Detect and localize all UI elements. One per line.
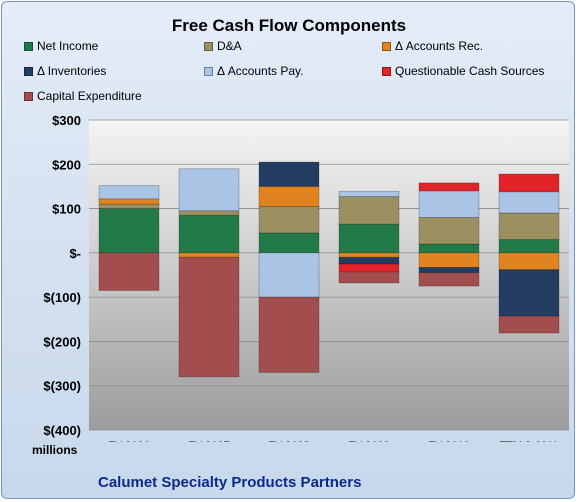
bar-segment-capital-expenditure	[338, 271, 400, 284]
bar-segment-d-a	[418, 217, 480, 245]
legend-swatch	[204, 41, 213, 51]
bar-segment-inventories	[498, 269, 560, 317]
legend-item-net-income: Net Income	[24, 39, 98, 53]
bar-segment-capital-expenditure	[178, 256, 240, 378]
legend-swatch	[382, 66, 391, 76]
y-tick-label: $(300)	[43, 379, 81, 394]
y-tick-label: $300	[52, 113, 81, 128]
bar-segment-accounts-rec	[498, 252, 560, 271]
x-axis-tick-labels: FY 2006 FY 2007 FY 2008 FY 2009 FY 2010 TTM 9…	[108, 440, 558, 442]
legend-swatch	[204, 66, 213, 76]
gridlines	[89, 119, 569, 431]
bar-segment-capital-expenditure	[258, 296, 320, 373]
bar-segment-d-a	[98, 203, 160, 209]
y-tick-label: $(200)	[43, 334, 81, 349]
plot-background	[89, 120, 569, 430]
bar-segment-accounts-pay	[258, 252, 320, 298]
bar-segment-capital-expenditure	[498, 315, 560, 334]
bar-segment-accounts-pay	[418, 190, 480, 218]
legend-swatch	[382, 41, 391, 51]
bar-segment-questionable-cash-sources	[338, 263, 400, 273]
legend-item-d-a: D&A	[204, 39, 242, 53]
bar-segment-d-a	[178, 210, 240, 216]
bar-segment-inventories	[258, 161, 320, 187]
y-tick-label: $-	[69, 246, 81, 261]
plot-area: $300 $200 $100 $- $(100) $(200) $(300) $(400) F…	[43, 113, 569, 442]
bar-segment-accounts-pay	[98, 185, 160, 200]
y-tick-label: $(100)	[43, 290, 81, 305]
bar-segment-questionable-cash-sources	[498, 173, 560, 193]
units-label: millions	[32, 443, 78, 457]
legend-label: Δ Inventories	[37, 64, 107, 78]
x-tick-label: FY 2006	[108, 440, 149, 442]
legend-label: Capital Expenditure	[37, 89, 142, 103]
bar-segment-accounts-rec	[418, 252, 480, 268]
bar-segment-net-income	[98, 208, 160, 254]
bar-segment-questionable-cash-sources	[418, 182, 480, 192]
legend-label: Δ Accounts Pay.	[217, 64, 304, 78]
legend-item-inventories: Δ Inventories	[24, 64, 106, 78]
bar-segment-net-income	[418, 243, 480, 254]
x-tick-label: FY 2008	[268, 440, 309, 442]
bar-segment-accounts-rec	[258, 186, 320, 207]
legend-item-accounts-pay: Δ Accounts Pay.	[204, 64, 304, 78]
legend-swatch	[24, 91, 33, 101]
bar-segment-accounts-rec	[98, 198, 160, 205]
x-tick-label: FY 2007	[188, 440, 229, 442]
x-tick-label: FY 2010	[428, 440, 469, 442]
y-tick-label: $(400)	[43, 423, 81, 438]
company-name: Calumet Specialty Products Partners	[98, 474, 362, 491]
bar-segment-d-a	[338, 196, 400, 225]
legend-label: Δ Accounts Rec.	[395, 39, 484, 53]
bar-segment-inventories	[338, 256, 400, 265]
bar-segment-capital-expenditure	[418, 272, 480, 287]
legend-swatch	[24, 41, 33, 51]
bar-segment-capital-expenditure	[98, 252, 160, 291]
bar-segment-inventories	[418, 267, 480, 274]
bar-segment-net-income	[338, 223, 400, 254]
legend-label: Net Income	[37, 39, 99, 53]
legend-item-questionable-cash-sources: Questionable Cash Sources	[382, 64, 544, 78]
y-axis-tick-labels: $300 $200 $100 $- $(100) $(200) $(300) $(400)	[43, 113, 81, 438]
legend-label: D&A	[217, 39, 242, 53]
bar-segment-d-a	[258, 205, 320, 234]
legend-item-accounts-rec: Δ Accounts Rec.	[382, 39, 483, 53]
bar-segment-accounts-pay	[178, 168, 240, 212]
bar-segment-net-income	[258, 232, 320, 254]
legend-label: Questionable Cash Sources	[395, 64, 545, 78]
y-tick-label: $200	[52, 157, 81, 172]
bar-segment-net-income	[498, 239, 560, 254]
legend-item-capital-expenditure: Capital Expenditure	[24, 89, 142, 103]
chart-title: Free Cash Flow Components	[171, 16, 407, 35]
bars	[98, 161, 560, 378]
x-tick-label: FY 2009	[348, 440, 389, 442]
bar-segment-net-income	[178, 214, 240, 254]
bar-segment-accounts-pay	[498, 191, 560, 214]
bar-segment-accounts-rec	[338, 252, 400, 258]
bar-segment-accounts-rec	[178, 252, 240, 258]
legend-swatch	[24, 66, 33, 76]
bar-segment-accounts-pay	[338, 190, 400, 198]
bar-segment-d-a	[498, 212, 560, 240]
x-tick-label: TTM 9-2011	[499, 440, 558, 442]
y-tick-label: $100	[52, 202, 81, 217]
